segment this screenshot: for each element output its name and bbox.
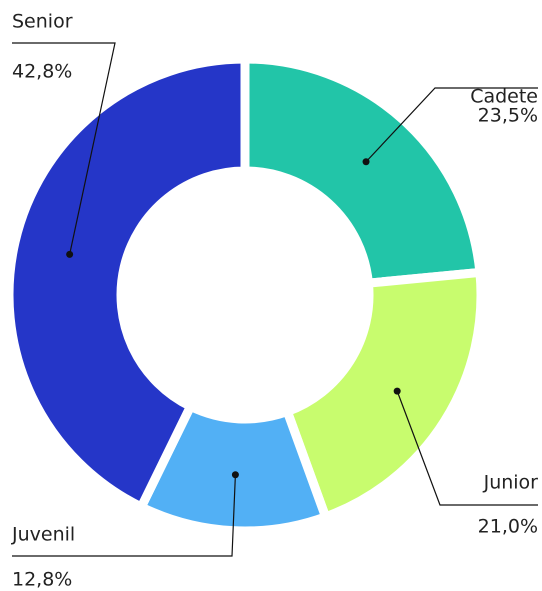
slice-label: Junior: [483, 472, 539, 494]
leader-line: [12, 42, 116, 255]
slice-value-label: 21,0%: [478, 516, 538, 538]
slice-label: Juvenil: [11, 524, 75, 546]
leader-line: [365, 87, 538, 163]
leader-dot: [393, 387, 401, 395]
donut-slice: [4, 54, 250, 514]
leader-line: [12, 474, 237, 557]
leader-dot: [362, 158, 370, 166]
leader-dot: [231, 471, 239, 479]
leader-dot: [66, 250, 74, 258]
slice-label: Cadete: [470, 86, 538, 108]
slice-value-label: 12,8%: [12, 569, 72, 591]
slice-value-label: 42,8%: [12, 61, 72, 83]
donut-slice: [240, 54, 485, 289]
donut-slice: [281, 267, 486, 523]
leader-line: [396, 390, 538, 506]
slice-value-label: 23,5%: [478, 105, 538, 127]
slice-label: Senior: [12, 11, 73, 33]
